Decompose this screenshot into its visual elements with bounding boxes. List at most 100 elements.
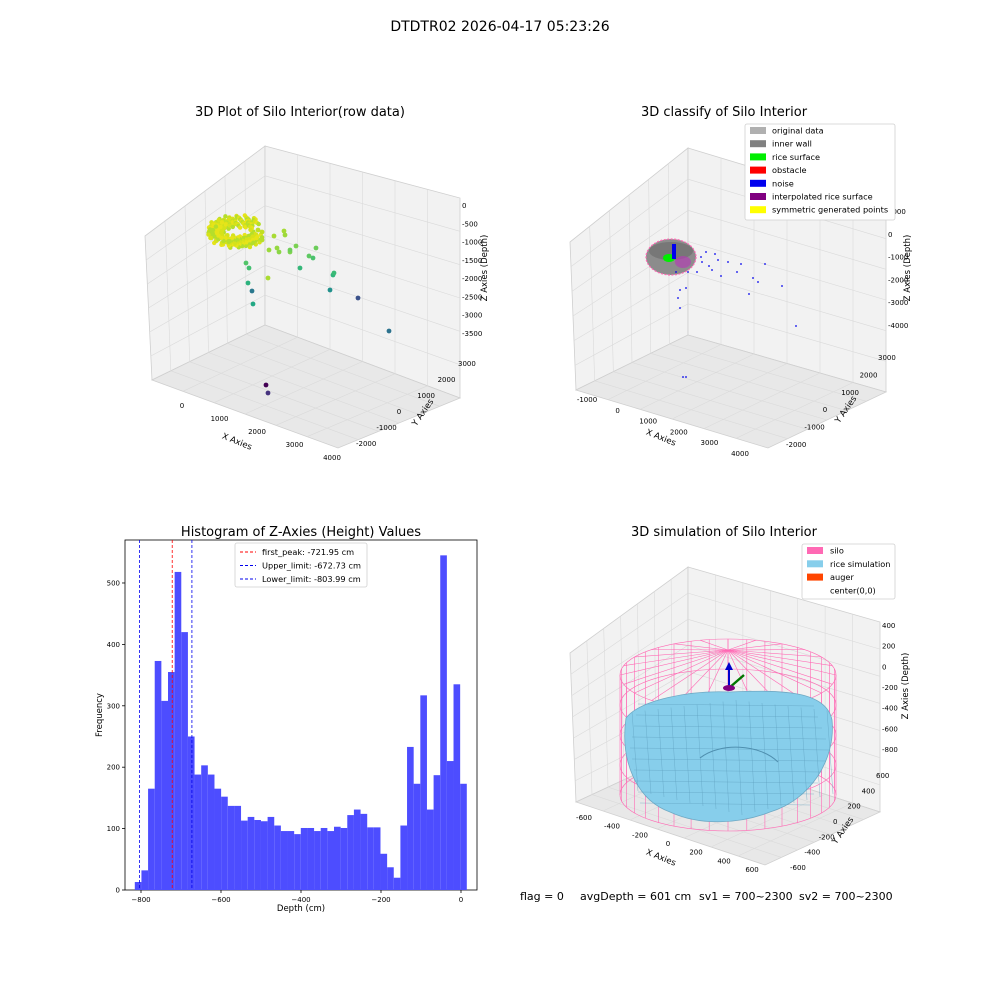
histogram-bars <box>134 555 467 890</box>
legend-entry: center(0,0) <box>807 585 876 595</box>
histogram-bar <box>327 831 334 890</box>
z-tick-label: 0 <box>882 663 886 671</box>
raw-point <box>230 224 235 230</box>
rice-mesh-line <box>774 704 782 807</box>
y-tick-label: 200 <box>847 803 860 811</box>
legend-label: noise <box>772 178 794 188</box>
gridline <box>603 628 609 788</box>
raw-point <box>215 227 220 233</box>
y-tick-label: 3000 <box>458 360 476 368</box>
raw-point <box>226 239 231 244</box>
histogram-bar <box>334 826 341 890</box>
z-tick-label: 0 <box>462 202 466 210</box>
noise-point <box>752 277 754 279</box>
histogram-bar <box>234 805 242 890</box>
raw-point <box>265 390 271 396</box>
rice-mesh-line <box>633 769 823 773</box>
histogram-bar <box>280 831 288 890</box>
histogram-bar <box>161 700 168 890</box>
z-tick-label: -400 <box>882 705 898 713</box>
rice-mesh-line <box>631 736 827 740</box>
histogram-bar <box>367 827 374 890</box>
histogram-bar <box>134 882 142 890</box>
panel-raw-data: 3D Plot of Silo Interior(row data) 0 1000… <box>144 105 490 462</box>
noise-point <box>757 281 759 283</box>
silo-roof-wire <box>727 649 822 694</box>
histogram-bar <box>380 853 388 890</box>
y-tick-label: 400 <box>107 641 120 649</box>
legend-label: interpolated rice surface <box>772 192 873 202</box>
histogram-bar <box>393 877 401 890</box>
noise-point <box>727 261 729 263</box>
panel2-title: 3D classify of Silo Interior <box>641 105 808 120</box>
z-tick-label: -3000 <box>462 312 482 320</box>
noise-point <box>685 376 687 378</box>
noise-point <box>696 271 698 273</box>
histogram-bar <box>373 827 381 890</box>
legend-label: inner wall <box>772 139 812 149</box>
raw-point <box>213 224 219 229</box>
panel2-xticks: -1000 0 1000 2000 3000 4000 <box>577 396 749 458</box>
y-tick-label: 600 <box>876 772 889 780</box>
raw-point <box>306 253 312 259</box>
y-tick-label: 300 <box>107 702 120 710</box>
panel4-zlabel: Z Axies (Depth) <box>901 653 911 720</box>
raw-point <box>246 265 252 271</box>
z-tick-label: -2500 <box>462 293 482 301</box>
figure-suptitle: DTDTR02 2026-04-17 05:23:26 <box>390 19 609 35</box>
raw-point <box>313 245 319 251</box>
z-tick-label: -2000 <box>462 275 482 283</box>
gridline <box>687 592 881 650</box>
raw-point <box>255 227 261 233</box>
z-tick-label: -3500 <box>462 330 482 338</box>
z-tick-label: -600 <box>882 725 898 733</box>
raw-point <box>259 229 265 235</box>
legend-swatch <box>750 206 766 214</box>
legend-label: original data <box>772 126 824 136</box>
legend-entry: interpolated rice surface <box>750 192 873 202</box>
histogram-ylabel: Frequency <box>95 693 105 737</box>
raw-point <box>237 225 243 230</box>
rice-mesh-line <box>631 758 827 762</box>
histogram-bar <box>174 571 182 890</box>
panel4-xticks: -600 -400 -200 0 200 400 600 <box>576 814 759 874</box>
noise-point <box>720 275 722 277</box>
legend-swatch <box>807 586 823 594</box>
panel1-axes-box <box>144 145 462 449</box>
histogram-bar <box>207 774 215 890</box>
rice-mesh-line <box>683 705 691 804</box>
x-tick-label: -400 <box>604 823 620 831</box>
noise-point <box>711 269 713 271</box>
panel1-zticks: 0 -500 -1000 -1500 -2000 -2500 -3000 -3500 <box>462 202 482 338</box>
panel4-legend: silo rice simulation auger center(0,0) <box>801 543 896 600</box>
histogram-bar <box>267 816 275 890</box>
legend-label: first_peak: -721.95 cm <box>262 547 354 557</box>
panel2-legend-box <box>744 123 896 221</box>
histogram-bar <box>194 774 202 890</box>
x-tick-label: 2000 <box>248 428 266 436</box>
raw-point <box>210 231 215 236</box>
y-tick-label: -2000 <box>786 441 806 449</box>
raw-point <box>287 247 293 253</box>
y-tick-label: -400 <box>804 849 820 857</box>
histogram-bar <box>300 827 308 890</box>
raw-point <box>293 243 299 249</box>
footer-sv2: sv2 = 700~2300 <box>799 890 893 903</box>
raw-point <box>254 235 259 241</box>
histogram-bar <box>446 761 454 890</box>
raw-point <box>256 221 261 227</box>
legend-entry: original data <box>750 126 824 136</box>
gridline <box>710 794 826 848</box>
panel1-zlabel: Z Axies (Depth) <box>480 235 490 302</box>
silo-roof-wire <box>727 649 805 651</box>
y-tick-label: -1000 <box>804 424 824 432</box>
legend-entry: first_peak: -721.95 cm <box>240 547 354 557</box>
legend-swatch <box>750 127 766 134</box>
rice-mesh-line <box>709 702 717 810</box>
histogram-bar <box>440 555 447 890</box>
rice-mesh-line <box>633 725 823 729</box>
raw-point <box>310 255 316 261</box>
y-tick-label: 0 <box>397 408 401 416</box>
noise-point <box>795 325 797 327</box>
noise-point <box>705 251 707 253</box>
